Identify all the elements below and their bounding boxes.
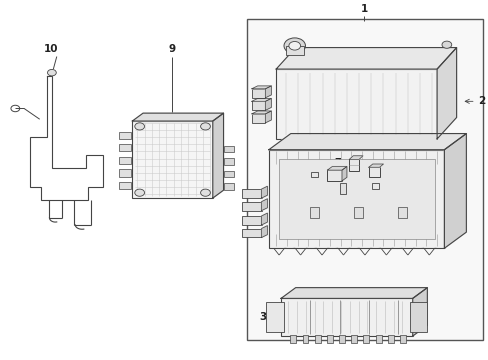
Polygon shape [251, 98, 271, 101]
Bar [223, 146, 234, 152]
Bar [375, 335, 381, 343]
Bar [327, 170, 341, 181]
Text: 3: 3 [259, 312, 280, 322]
Polygon shape [261, 213, 267, 225]
Polygon shape [368, 164, 383, 167]
Text: 10: 10 [43, 44, 58, 54]
Circle shape [135, 123, 144, 130]
Bar [409, 302, 427, 332]
Circle shape [200, 123, 210, 130]
Polygon shape [268, 134, 466, 150]
Text: 1: 1 [360, 4, 367, 14]
Bar [314, 335, 320, 343]
Bar [119, 182, 131, 189]
Circle shape [47, 69, 56, 76]
Bar [371, 183, 378, 189]
Bar [339, 183, 346, 194]
Bar [363, 335, 368, 343]
Polygon shape [132, 113, 223, 121]
Polygon shape [265, 86, 271, 98]
Polygon shape [251, 111, 271, 114]
Bar [326, 335, 332, 343]
Bar [368, 167, 379, 177]
Polygon shape [261, 226, 267, 238]
Bar [119, 157, 131, 164]
Bar [350, 335, 356, 343]
Bar [119, 132, 131, 139]
Text: 8: 8 [288, 170, 307, 180]
Bar [397, 207, 406, 218]
Bar [338, 335, 344, 343]
Bar [281, 298, 412, 336]
Bar [242, 229, 261, 238]
Bar [310, 207, 319, 218]
Bar [278, 159, 434, 239]
Text: 5: 5 [376, 185, 397, 195]
Text: 6: 6 [379, 167, 401, 177]
Bar [290, 335, 296, 343]
Bar [266, 302, 283, 332]
Bar [310, 172, 317, 177]
Bar [223, 183, 234, 190]
Bar [242, 202, 261, 211]
Polygon shape [348, 156, 362, 159]
Circle shape [135, 189, 144, 196]
Circle shape [200, 189, 210, 196]
Bar [251, 89, 265, 98]
Circle shape [288, 41, 300, 50]
Text: 4: 4 [313, 179, 321, 189]
Polygon shape [265, 98, 271, 110]
Bar [223, 171, 234, 177]
Polygon shape [276, 48, 456, 69]
Bar [119, 144, 131, 152]
Bar [242, 189, 261, 198]
Bar [246, 19, 483, 339]
Bar [132, 121, 212, 198]
Polygon shape [327, 167, 346, 170]
Bar [276, 69, 436, 139]
Polygon shape [341, 167, 346, 181]
Polygon shape [436, 48, 456, 139]
Bar [223, 158, 234, 165]
Bar [268, 150, 444, 248]
Polygon shape [281, 288, 427, 298]
Bar [348, 159, 358, 171]
Bar [399, 335, 405, 343]
Bar [251, 114, 265, 123]
Polygon shape [261, 199, 267, 211]
Polygon shape [251, 86, 271, 89]
Circle shape [284, 38, 305, 54]
Text: 2: 2 [464, 96, 485, 106]
Polygon shape [261, 186, 267, 198]
Bar [387, 335, 393, 343]
Polygon shape [265, 111, 271, 123]
Text: 7: 7 [334, 158, 348, 168]
Bar [242, 216, 261, 225]
Circle shape [441, 41, 451, 48]
Bar [302, 335, 308, 343]
Bar [251, 101, 265, 110]
Bar [285, 46, 303, 55]
Bar [353, 207, 362, 218]
Polygon shape [444, 134, 466, 248]
Polygon shape [212, 113, 223, 198]
Polygon shape [412, 288, 427, 336]
Text: 9: 9 [168, 44, 176, 54]
Bar [119, 170, 131, 176]
